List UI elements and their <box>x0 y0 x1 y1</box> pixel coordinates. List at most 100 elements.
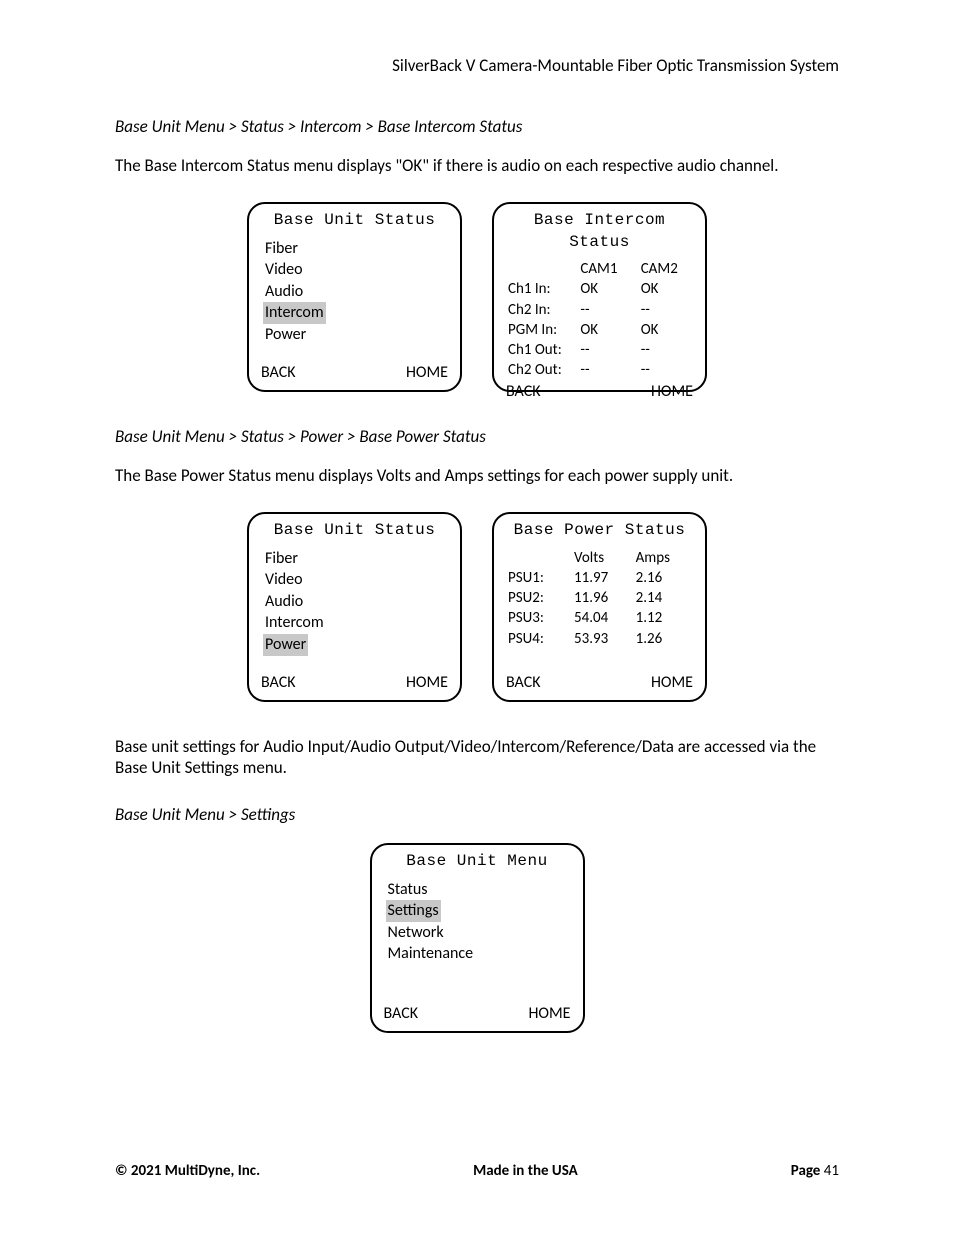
table-cell: PSU1: <box>506 568 572 588</box>
table-cell: 53.93 <box>572 629 634 649</box>
menu-item-power[interactable]: Power <box>263 324 308 346</box>
back-button[interactable]: BACK <box>384 1003 419 1025</box>
description-settings: Base unit settings for Audio Input/Audio… <box>115 736 839 778</box>
table-cell: -- <box>578 360 638 380</box>
table-cell: Volts <box>572 548 634 568</box>
menu-item-video[interactable]: Video <box>263 569 305 591</box>
back-button[interactable]: BACK <box>261 672 296 694</box>
menu-list: Fiber Video Audio Intercom Power <box>261 548 448 673</box>
footer-page: Page 41 <box>791 1162 839 1180</box>
footer-page-number: 41 <box>824 1162 839 1180</box>
table-cell: CAM1 <box>578 259 638 279</box>
breadcrumb-power: Base Unit Menu > Status > Power > Base P… <box>115 426 839 447</box>
screen-title: Base Unit Menu <box>384 851 571 873</box>
table-cell <box>506 548 572 568</box>
back-button[interactable]: BACK <box>261 362 296 384</box>
screen-title: Base Unit Status <box>261 210 448 232</box>
table-row: PSU2: 11.96 2.14 <box>506 588 693 608</box>
table-cell: 1.26 <box>634 629 693 649</box>
home-button[interactable]: HOME <box>406 362 448 384</box>
table-row: Ch2 In: -- -- <box>506 300 693 320</box>
table-cell: Ch1 In: <box>506 279 578 299</box>
table-cell: Ch1 Out: <box>506 340 578 360</box>
screen-pair-intercom: Base Unit Status Fiber Video Audio Inter… <box>115 202 839 392</box>
menu-item-power[interactable]: Power <box>263 634 308 656</box>
screen-title: Base Power Status <box>506 520 693 542</box>
menu-item-network[interactable]: Network <box>386 922 446 944</box>
breadcrumb-settings: Base Unit Menu > Settings <box>115 804 839 825</box>
footer-made-in: Made in the USA <box>473 1162 578 1180</box>
table-cell: -- <box>639 340 693 360</box>
home-button[interactable]: HOME <box>651 672 693 694</box>
table-cell: 1.12 <box>634 608 693 628</box>
table-cell: -- <box>639 360 693 380</box>
description-intercom: The Base Intercom Status menu displays "… <box>115 155 839 176</box>
menu-list: Fiber Video Audio Intercom Power <box>261 238 448 363</box>
home-button[interactable]: HOME <box>406 672 448 694</box>
table-header-row: CAM1 CAM2 <box>506 259 693 279</box>
menu-item-video[interactable]: Video <box>263 259 305 281</box>
table-row: Ch1 In: OK OK <box>506 279 693 299</box>
menu-item-status[interactable]: Status <box>386 879 430 901</box>
menu-item-intercom[interactable]: Intercom <box>263 302 326 324</box>
power-table: Volts Amps PSU1: 11.97 2.16 PSU2: 11.96 … <box>506 548 693 649</box>
table-row: Ch2 Out: -- -- <box>506 360 693 380</box>
table-cell: 54.04 <box>572 608 634 628</box>
menu-item-settings[interactable]: Settings <box>386 900 441 922</box>
table-cell: OK <box>578 320 638 340</box>
table-cell: -- <box>578 300 638 320</box>
table-cell: PSU4: <box>506 629 572 649</box>
breadcrumb-intercom: Base Unit Menu > Status > Intercom > Bas… <box>115 116 839 137</box>
menu-item-fiber[interactable]: Fiber <box>263 238 300 260</box>
base-intercom-status-screen: Base Intercom Status CAM1 CAM2 Ch1 In: O… <box>492 202 707 392</box>
menu-item-audio[interactable]: Audio <box>263 591 305 613</box>
footer-copyright: © 2021 MultiDyne, Inc. <box>115 1162 260 1180</box>
document-header: SilverBack V Camera-Mountable Fiber Opti… <box>115 55 839 76</box>
menu-item-maintenance[interactable]: Maintenance <box>386 943 476 965</box>
menu-item-fiber[interactable]: Fiber <box>263 548 300 570</box>
page: SilverBack V Camera-Mountable Fiber Opti… <box>0 0 954 1235</box>
page-footer: © 2021 MultiDyne, Inc. Made in the USA P… <box>115 1162 839 1180</box>
table-cell: 11.96 <box>572 588 634 608</box>
table-cell: OK <box>578 279 638 299</box>
table-row: PSU4: 53.93 1.26 <box>506 629 693 649</box>
table-cell: -- <box>639 300 693 320</box>
intercom-table: CAM1 CAM2 Ch1 In: OK OK Ch2 In: -- -- <box>506 259 693 381</box>
table-row: Ch1 Out: -- -- <box>506 340 693 360</box>
table-cell: CAM2 <box>639 259 693 279</box>
table-cell: PSU2: <box>506 588 572 608</box>
menu-item-audio[interactable]: Audio <box>263 281 305 303</box>
table-cell: 2.16 <box>634 568 693 588</box>
screen-pair-power: Base Unit Status Fiber Video Audio Inter… <box>115 512 839 702</box>
base-unit-menu-screen: Base Unit Menu Status Settings Network M… <box>370 843 585 1033</box>
table-row: PGM In: OK OK <box>506 320 693 340</box>
description-power: The Base Power Status menu displays Volt… <box>115 465 839 486</box>
table-cell: Ch2 Out: <box>506 360 578 380</box>
screen-title: Base Intercom Status <box>506 210 693 253</box>
table-cell: Amps <box>634 548 693 568</box>
table-cell: OK <box>639 279 693 299</box>
table-cell <box>506 259 578 279</box>
table-cell: 11.97 <box>572 568 634 588</box>
screen-single-settings: Base Unit Menu Status Settings Network M… <box>115 843 839 1033</box>
table-header-row: Volts Amps <box>506 548 693 568</box>
base-unit-status-screen-1: Base Unit Status Fiber Video Audio Inter… <box>247 202 462 392</box>
table-cell: OK <box>639 320 693 340</box>
base-unit-status-screen-2: Base Unit Status Fiber Video Audio Inter… <box>247 512 462 702</box>
screen-title: Base Unit Status <box>261 520 448 542</box>
home-button[interactable]: HOME <box>651 381 693 403</box>
back-button[interactable]: BACK <box>506 672 541 694</box>
table-cell: 2.14 <box>634 588 693 608</box>
table-cell: -- <box>578 340 638 360</box>
base-power-status-screen: Base Power Status Volts Amps PSU1: 11.97… <box>492 512 707 702</box>
menu-list: Status Settings Network Maintenance <box>384 879 571 1004</box>
table-row: PSU3: 54.04 1.12 <box>506 608 693 628</box>
table-row: PSU1: 11.97 2.16 <box>506 568 693 588</box>
menu-item-intercom[interactable]: Intercom <box>263 612 326 634</box>
table-cell: Ch2 In: <box>506 300 578 320</box>
home-button[interactable]: HOME <box>528 1003 570 1025</box>
footer-page-label: Page <box>791 1162 821 1180</box>
table-cell: PGM In: <box>506 320 578 340</box>
table-cell: PSU3: <box>506 608 572 628</box>
back-button[interactable]: BACK <box>506 381 541 403</box>
